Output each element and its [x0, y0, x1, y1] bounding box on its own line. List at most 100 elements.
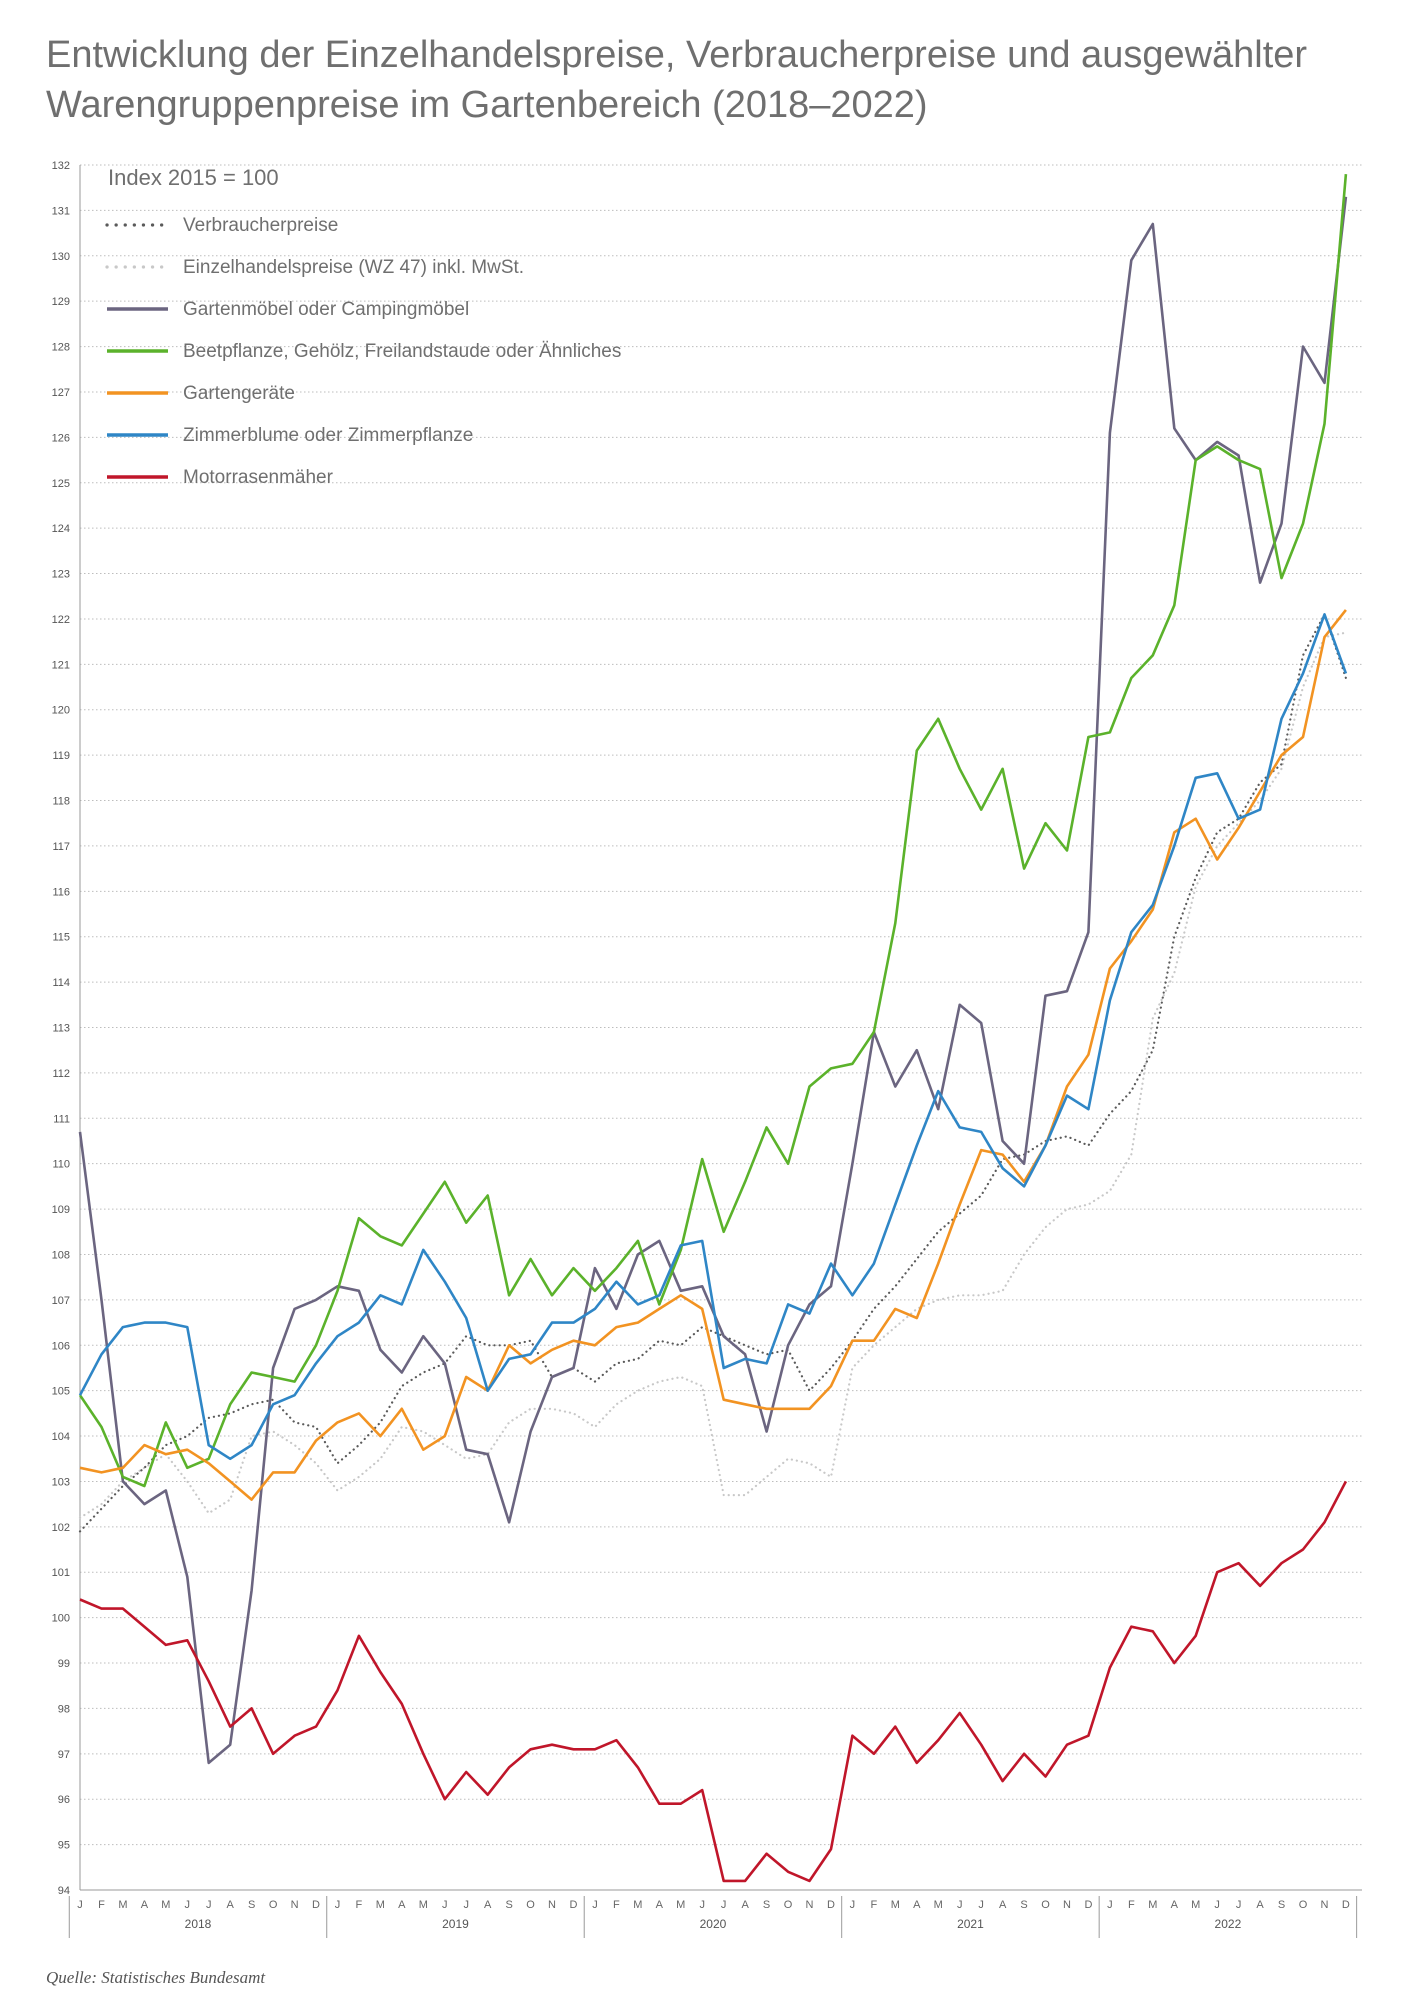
source-note: Quelle: Statistisches Bundesamt — [46, 1968, 266, 1987]
x-tick-month-12: J — [335, 1899, 341, 1911]
axes: 94 95 96 97 98 99 100 101 102 103 104 105 106 107 108 1… — [52, 160, 1362, 1938]
y-tick-label-102: 102 — [52, 1522, 70, 1534]
y-tick-label-123: 123 — [52, 569, 70, 581]
legend-label-3: Beetpflanze, Gehölz, Freilandstaude oder… — [183, 341, 621, 362]
series-line-0 — [78, 611, 1348, 1533]
legend-label-5: Zimmerblume oder Zimmerpflanze — [183, 425, 473, 446]
legend-label-4: Gartengeräte — [183, 383, 295, 404]
chart-title: Entwicklung der Einzelhandelspreise, Ver… — [46, 30, 1366, 130]
x-tick-year-2021: 2021 — [957, 1917, 984, 1931]
x-tick-month-29: J — [699, 1899, 705, 1911]
y-tick-label-97: 97 — [58, 1749, 70, 1761]
x-tick-month-24: J — [592, 1899, 598, 1911]
x-tick-month-33: O — [784, 1899, 793, 1911]
x-tick-month-37: F — [871, 1899, 878, 1911]
y-tick-label-115: 115 — [52, 932, 70, 944]
legend-label-6: Motorrasenmäher — [183, 467, 334, 488]
x-tick-month-41: J — [957, 1899, 963, 1911]
grid-lines — [80, 164, 1362, 1891]
x-tick-month-26: M — [633, 1899, 642, 1911]
y-tick-label-94: 94 — [58, 1885, 70, 1897]
x-tick-month-34: N — [806, 1899, 814, 1911]
x-tick-month-47: D — [1084, 1899, 1092, 1911]
y-tick-label-114: 114 — [52, 977, 70, 989]
x-tick-month-38: M — [891, 1899, 900, 1911]
x-tick-month-4: M — [161, 1899, 170, 1911]
y-tick-label-106: 106 — [52, 1340, 70, 1352]
y-tick-label-98: 98 — [58, 1703, 70, 1715]
y-tick-label-104: 104 — [52, 1431, 70, 1443]
x-tick-month-39: A — [913, 1899, 921, 1911]
x-tick-month-13: F — [356, 1899, 363, 1911]
x-tick-year-2020: 2020 — [700, 1917, 727, 1931]
series-line-1 — [78, 631, 1348, 1519]
y-tick-label-130: 130 — [52, 251, 70, 263]
chart-title-line-1: Entwicklung der Einzelhandelspreise, Ver… — [46, 34, 1308, 76]
x-tick-month-9: O — [269, 1899, 278, 1911]
x-tick-month-20: S — [505, 1899, 512, 1911]
x-tick-month-7: A — [227, 1899, 235, 1911]
y-tick-label-107: 107 — [52, 1295, 70, 1307]
x-tick-month-36: J — [850, 1899, 856, 1911]
legend-label-1: Einzelhandelspreise (WZ 47) inkl. MwSt. — [183, 257, 524, 278]
y-tick-label-131: 131 — [52, 205, 70, 217]
y-tick-label-108: 108 — [52, 1249, 70, 1261]
x-tick-month-5: J — [185, 1899, 191, 1911]
y-tick-label-128: 128 — [52, 342, 70, 354]
x-tick-month-57: O — [1299, 1899, 1308, 1911]
x-tick-month-46: N — [1063, 1899, 1071, 1911]
legend-label-0: Verbraucherpreise — [183, 215, 338, 236]
y-tick-label-103: 103 — [52, 1476, 70, 1488]
y-tick-label-118: 118 — [52, 796, 70, 808]
y-tick-label-126: 126 — [52, 432, 70, 444]
x-tick-month-8: S — [248, 1899, 255, 1911]
legend: Index 2015 = 100 Verbraucherpreise Einzelh… — [105, 165, 621, 488]
y-tick-label-95: 95 — [58, 1840, 70, 1852]
y-tick-label-122: 122 — [52, 614, 70, 626]
y-tick-label-121: 121 — [52, 659, 70, 671]
x-tick-month-28: M — [676, 1899, 685, 1911]
x-tick-month-55: A — [1256, 1899, 1264, 1911]
legend-label-2: Gartenmöbel oder Campingmöbel — [183, 299, 469, 320]
y-tick-label-120: 120 — [52, 705, 70, 717]
x-tick-month-50: M — [1148, 1899, 1157, 1911]
x-tick-month-56: S — [1278, 1899, 1285, 1911]
y-tick-label-124: 124 — [52, 523, 70, 535]
x-tick-month-0: J — [77, 1899, 83, 1911]
x-tick-month-32: S — [763, 1899, 770, 1911]
x-tick-month-6: J — [206, 1899, 212, 1911]
x-tick-year-2019: 2019 — [442, 1917, 469, 1931]
y-tick-label-111: 111 — [53, 1113, 70, 1125]
x-tick-month-27: A — [656, 1899, 664, 1911]
x-tick-month-1: F — [98, 1899, 105, 1911]
x-tick-month-48: J — [1107, 1899, 1113, 1911]
x-tick-month-58: N — [1320, 1899, 1328, 1911]
x-tick-year-2022: 2022 — [1215, 1917, 1242, 1931]
x-tick-month-3: A — [141, 1899, 149, 1911]
x-tick-month-30: J — [721, 1899, 727, 1911]
y-tick-label-119: 119 — [52, 750, 70, 762]
x-tick-month-44: S — [1020, 1899, 1027, 1911]
x-tick-month-52: M — [1191, 1899, 1200, 1911]
x-tick-month-31: A — [741, 1899, 749, 1911]
x-tick-month-16: M — [419, 1899, 428, 1911]
legend-index-label: Index 2015 = 100 — [108, 165, 279, 190]
x-tick-month-53: J — [1214, 1899, 1220, 1911]
x-tick-month-49: F — [1128, 1899, 1135, 1911]
series-line-3 — [78, 173, 1348, 1488]
y-tick-label-132: 132 — [52, 160, 70, 172]
x-tick-year-2018: 2018 — [185, 1917, 212, 1931]
x-tick-month-42: J — [978, 1899, 984, 1911]
x-tick-month-21: O — [526, 1899, 535, 1911]
x-tick-month-35: D — [827, 1899, 835, 1911]
series-line-6 — [79, 1480, 1348, 1883]
y-tick-label-112: 112 — [52, 1068, 70, 1080]
x-tick-month-23: D — [570, 1899, 578, 1911]
y-tick-label-125: 125 — [52, 478, 70, 490]
y-tick-label-96: 96 — [58, 1794, 70, 1806]
series-line-4 — [79, 609, 1347, 1501]
x-tick-month-22: N — [548, 1899, 556, 1911]
y-tick-label-113: 113 — [52, 1023, 70, 1035]
y-tick-label-100: 100 — [52, 1613, 70, 1625]
y-tick-label-129: 129 — [52, 296, 70, 308]
